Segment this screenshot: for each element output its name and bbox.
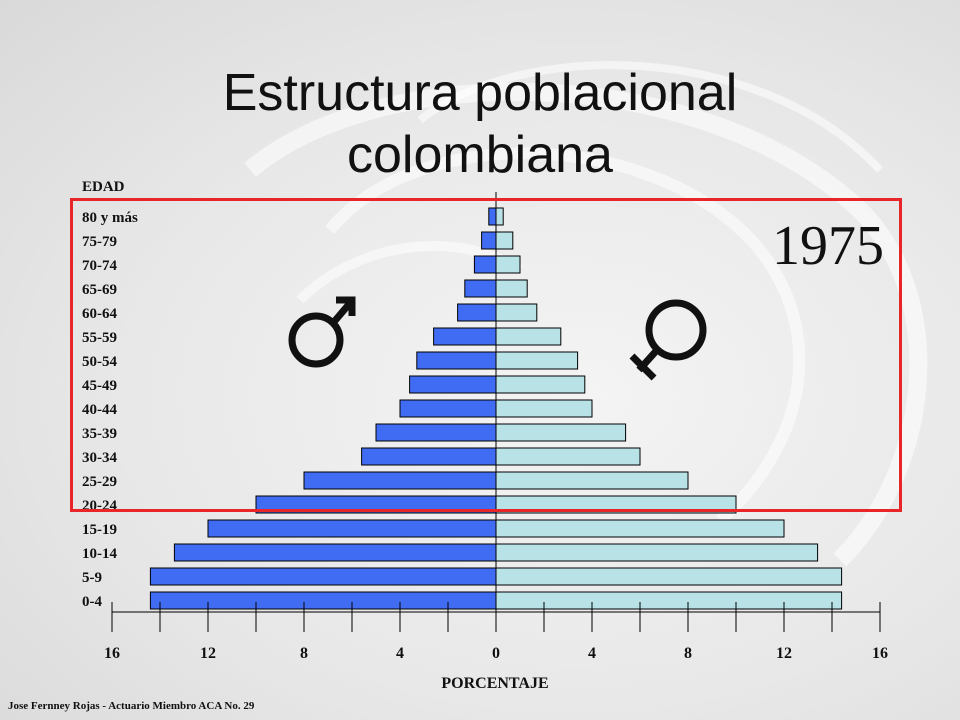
y-axis-label: EDAD — [82, 179, 125, 195]
male-bar — [149, 567, 497, 586]
x-tick-label: 8 — [684, 645, 692, 662]
female-bar — [495, 519, 785, 538]
title-line-2: colombiana — [347, 126, 613, 184]
x-tick-label: 12 — [776, 645, 792, 662]
female-bar — [495, 567, 843, 586]
category-label: 70-74 — [82, 258, 117, 274]
x-tick-label: 4 — [588, 645, 596, 662]
title-line-1: Estructura poblacional — [222, 64, 738, 122]
male-bar — [173, 543, 497, 562]
category-label: 0-4 — [82, 594, 102, 610]
axes-group: 16 12 8 4 0 4 8 12 16 — [104, 192, 888, 662]
male-bar — [207, 519, 497, 538]
category-label: 35-39 — [82, 426, 117, 442]
category-label: 15-19 — [82, 522, 117, 538]
page-title: Estructura poblacional colombiana — [0, 62, 960, 186]
category-label: 80 y más — [82, 210, 138, 226]
category-label: 40-44 — [82, 402, 117, 418]
x-axis-label: PORCENTAJE — [441, 675, 548, 692]
footer-credit: Jose Fernney Rojas - Actuario Miembro AC… — [8, 700, 255, 712]
category-label: 65-69 — [82, 282, 117, 298]
category-label: 50-54 — [82, 354, 117, 370]
year-label: 1975 — [772, 215, 884, 277]
category-label: 30-34 — [82, 450, 117, 466]
female-symbol-icon — [629, 299, 707, 381]
category-label: 45-49 — [82, 378, 117, 394]
x-tick-label: 0 — [492, 645, 500, 662]
x-tick-label: 16 — [872, 645, 888, 662]
x-tick-label: 4 — [396, 645, 404, 662]
female-bar — [495, 543, 819, 562]
category-label: 25-29 — [82, 474, 117, 490]
female-bar — [495, 591, 843, 610]
x-tick-label: 8 — [300, 645, 308, 662]
category-label: 60-64 — [82, 306, 117, 322]
category-label: 10-14 — [82, 546, 117, 562]
bars-group — [149, 207, 843, 610]
category-label: 5-9 — [82, 570, 102, 586]
category-labels: 80 y más 75-79 70-74 65-69 60-64 55-59 50-54 45… — [82, 210, 138, 610]
x-tick-label: 12 — [200, 645, 216, 662]
year-highlight-box — [70, 198, 902, 512]
category-label: 55-59 — [82, 330, 117, 346]
category-label: 75-79 — [82, 234, 117, 250]
male-bar — [149, 591, 497, 610]
x-tick-label: 16 — [104, 645, 120, 662]
male-symbol-icon — [288, 296, 356, 368]
